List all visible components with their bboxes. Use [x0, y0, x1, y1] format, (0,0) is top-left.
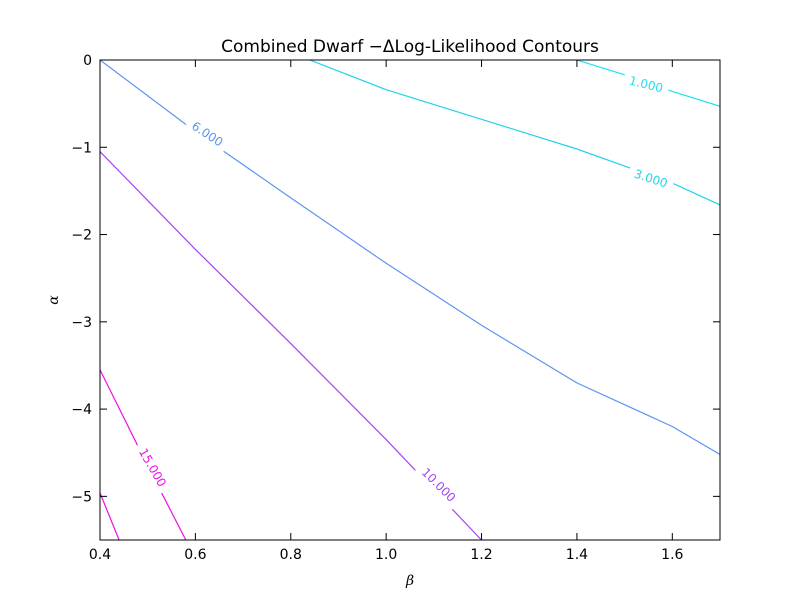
chart-title: Combined Dwarf −ΔLog-Likelihood Contours	[221, 37, 599, 57]
y-tick-label: 0	[83, 53, 92, 69]
y-tick-label: −3	[71, 315, 92, 331]
y-tick-label: −5	[71, 489, 92, 505]
contour-label-1: 3.000	[632, 167, 669, 191]
contour-line-3	[100, 151, 482, 540]
contour-label-3: 10.000	[419, 465, 459, 505]
x-tick-label: 1.0	[375, 547, 397, 563]
plot-frame	[99, 59, 721, 541]
contour-label-4: 15.000	[136, 446, 169, 489]
contour-label-2: 6.000	[189, 119, 225, 149]
x-tick-label: 1.2	[470, 547, 492, 563]
contour-label-0: 1.000	[628, 73, 665, 95]
x-tick-label: 0.4	[89, 547, 111, 563]
x-axis-label: β	[405, 573, 414, 589]
contour-line-5	[100, 492, 120, 540]
contour-line-2	[100, 60, 720, 456]
y-tick-label: −4	[71, 402, 92, 418]
x-tick-label: 1.4	[566, 547, 588, 563]
contour-layer	[100, 60, 720, 540]
y-tick-label: −1	[71, 140, 92, 156]
x-tick-label: 0.8	[280, 547, 302, 563]
tick-layer: 0.4 0.6 0.8 1.0 1.2 1.4 1.6 0 −1 −2 −3 −4 −5	[71, 53, 720, 563]
x-tick-label: 0.6	[184, 547, 206, 563]
y-axis-label: α	[46, 295, 62, 305]
contour-line-0	[576, 60, 720, 107]
x-tick-label: 1.6	[661, 547, 683, 563]
contour-line-4	[100, 369, 187, 540]
contour-label-layer: 1.000 3.000 6.000 10.000 15.000	[136, 73, 669, 504]
y-tick-label: −2	[71, 228, 92, 244]
contour-line-1	[309, 60, 720, 206]
